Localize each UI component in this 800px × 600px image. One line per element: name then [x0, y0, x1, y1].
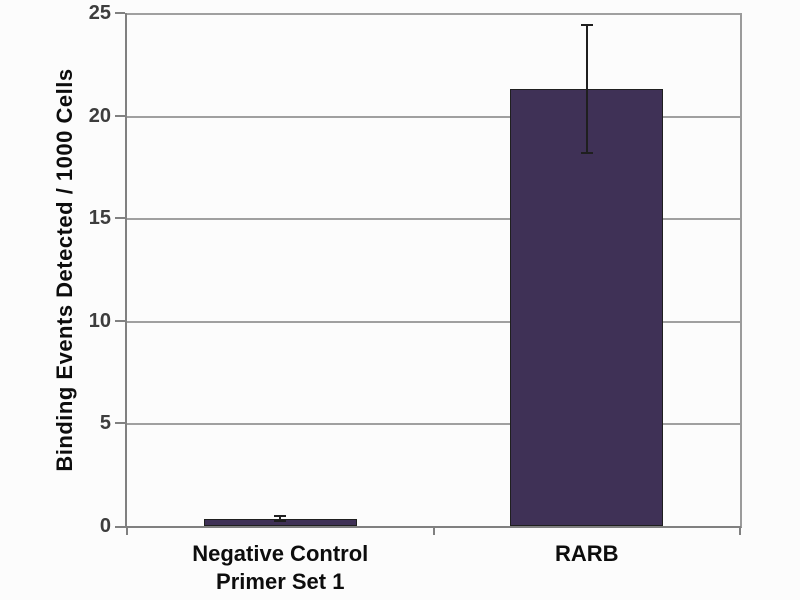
x-axis-tick	[739, 526, 741, 535]
error-bar-cap-bottom	[274, 520, 287, 523]
error-bar-cap-top	[274, 515, 287, 518]
x-axis-tick	[432, 526, 435, 535]
plot-area: 0 5 10 15 20 25 Negative Control Primer Set 1 R…	[89, 2, 742, 594]
y-axis-tick	[115, 12, 125, 14]
error-bar-line	[279, 516, 282, 522]
y-tick-label: 25	[88, 2, 111, 24]
y-axis-tick	[115, 526, 125, 528]
bar-rarb	[510, 88, 664, 526]
y-axis-tick	[115, 217, 125, 220]
gridline	[127, 218, 740, 221]
gridline	[127, 13, 740, 15]
gridline	[127, 320, 740, 323]
error-bar-line	[585, 25, 588, 153]
y-tick-label: 15	[88, 207, 111, 230]
gridline	[127, 115, 740, 118]
y-tick-label: 5	[99, 412, 111, 435]
y-axis-tick	[115, 319, 125, 322]
y-axis-tick	[115, 422, 125, 425]
y-axis-tick	[115, 114, 125, 117]
gridline	[127, 423, 740, 426]
y-tick-label: 10	[88, 309, 111, 332]
x-axis-tick	[126, 526, 128, 535]
y-tick-label: 20	[88, 104, 111, 127]
x-category-label: Negative Control Primer Set 1	[192, 541, 369, 594]
error-bar-cap-bottom	[580, 151, 593, 154]
y-tick-label: 0	[99, 515, 111, 537]
x-category-label: RARB	[554, 541, 619, 566]
error-bar-cap-top	[580, 24, 593, 27]
